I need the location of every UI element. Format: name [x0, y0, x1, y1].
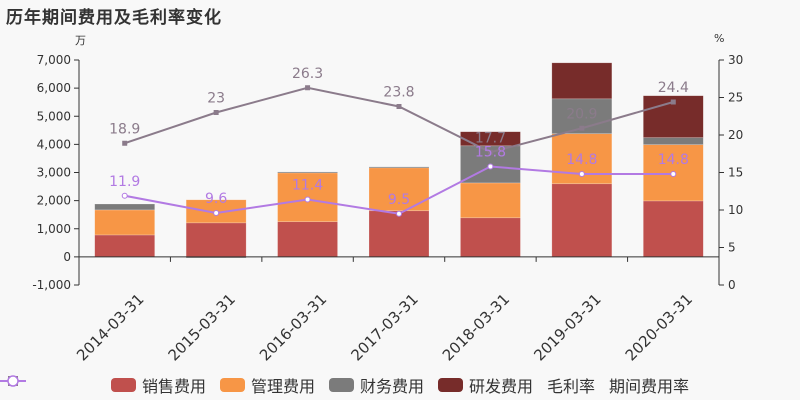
- legend-label: 研发费用: [469, 377, 534, 396]
- bar-segment-sales[interactable]: [368, 210, 430, 258]
- point-marker-circle[interactable]: [578, 171, 585, 177]
- legend-swatch-icon: [110, 378, 136, 392]
- data-label-expense_rate: 11.9: [109, 174, 140, 190]
- legend-line-circle-icon: [0, 375, 26, 387]
- data-label-expense_rate: 9.6: [205, 191, 227, 207]
- bar-segment-sales[interactable]: [642, 200, 704, 258]
- data-label-gross_margin: 17.7: [475, 130, 506, 146]
- y-tick-label: 3,000: [37, 166, 71, 180]
- bar-segment-sales[interactable]: [460, 217, 521, 258]
- bar-segment-finance[interactable]: [642, 137, 704, 145]
- bar-segment-sales[interactable]: [277, 221, 338, 258]
- legend-label: 管理费用: [250, 377, 315, 396]
- y2-tick-label: 25: [728, 91, 743, 105]
- point-marker-square[interactable]: [213, 110, 219, 115]
- point-marker-circle[interactable]: [396, 210, 402, 217]
- legend-item-rnd[interactable]: 研发费用: [438, 373, 533, 397]
- y2-tick-label: 10: [728, 203, 743, 217]
- bar-stack[interactable]: [94, 203, 156, 258]
- point-marker-square[interactable]: [579, 125, 585, 131]
- data-label-expense_rate: 11.4: [292, 178, 323, 194]
- data-label-gross_margin: 26.3: [292, 66, 323, 82]
- left-axis-unit: 万: [75, 34, 86, 47]
- legend-item-finance[interactable]: 财务费用: [328, 373, 424, 397]
- x-tick-label: 2014-03-31: [73, 290, 147, 364]
- point-marker-square[interactable]: [487, 149, 493, 155]
- y2-tick-label: 30: [728, 53, 743, 67]
- data-label-gross_margin: 24.4: [658, 80, 689, 96]
- legend-swatch-icon: [438, 378, 463, 392]
- y-tick-label: 7,000: [37, 53, 71, 67]
- y-tick-label: 2,000: [37, 194, 71, 208]
- point-marker-circle[interactable]: [304, 196, 311, 203]
- data-label-gross_margin: 23: [207, 91, 225, 107]
- y2-tick-label: 20: [728, 128, 743, 142]
- data-label-expense_rate: 14.8: [658, 152, 689, 168]
- x-tick-label: 2018-03-31: [439, 290, 513, 364]
- x-tick-label: 2016-03-31: [256, 290, 330, 364]
- point-marker-square[interactable]: [670, 99, 676, 105]
- bar-segment-admin[interactable]: [94, 209, 156, 236]
- point-marker-square[interactable]: [396, 104, 402, 109]
- data-label-expense_rate: 15.8: [475, 145, 506, 161]
- legend-item-gross_margin[interactable]: 毛利率: [0, 373, 596, 397]
- legend-label: 销售费用: [141, 377, 206, 396]
- point-marker-square[interactable]: [305, 85, 311, 91]
- legend-swatch-icon: [328, 378, 354, 392]
- data-label-gross_margin: 20.9: [566, 106, 597, 122]
- bar-segment-rnd[interactable]: [551, 62, 613, 100]
- bar-segment-sales[interactable]: [185, 222, 247, 258]
- bar-stack[interactable]: [277, 171, 338, 258]
- y2-tick-label: 15: [728, 166, 743, 180]
- y-tick-label: 6,000: [37, 81, 71, 95]
- chart-title: 历年期间费用及毛利率变化: [6, 8, 222, 28]
- y-tick-label: 1,000: [37, 222, 71, 236]
- bar-segment-rnd[interactable]: [460, 131, 521, 147]
- point-marker-circle[interactable]: [487, 163, 494, 170]
- data-label-gross_margin: 23.8: [383, 85, 414, 101]
- x-tick-label: 2017-03-31: [347, 290, 421, 364]
- right-axis-unit: %: [714, 32, 725, 45]
- y-tick-label: -1,000: [32, 278, 71, 292]
- bar-segment-admin[interactable]: [460, 182, 521, 219]
- legend-item-expense_rate[interactable]: 期间费用率: [0, 373, 690, 397]
- legend-label: 财务费用: [359, 377, 424, 396]
- legend-swatch-icon: [219, 378, 245, 392]
- legend-item-admin[interactable]: 管理费用: [219, 373, 315, 397]
- legend-label: 毛利率: [547, 377, 596, 396]
- data-label-expense_rate: 14.8: [566, 152, 597, 168]
- data-label-expense_rate: 9.5: [388, 192, 410, 208]
- bar-segment-finance[interactable]: [94, 203, 156, 211]
- legend-label: 期间费用率: [609, 377, 690, 396]
- y-tick-label: 4,000: [37, 137, 71, 151]
- x-tick-label: 2019-03-31: [530, 290, 604, 364]
- x-tick-label: 2020-03-31: [622, 290, 696, 364]
- legend-item-sales[interactable]: 销售费用: [110, 373, 206, 397]
- data-label-gross_margin: 18.9: [109, 121, 140, 137]
- bar-segment-finance[interactable]: [368, 166, 430, 169]
- bar-segment-sales[interactable]: [551, 183, 613, 258]
- point-marker-circle[interactable]: [121, 192, 128, 199]
- y2-tick-label: 0: [728, 278, 736, 292]
- x-tick-label: 2015-03-31: [165, 290, 239, 364]
- y-tick-label: 5,000: [37, 109, 71, 123]
- y2-tick-label: 5: [728, 241, 736, 255]
- y-tick-label: 0: [63, 250, 71, 264]
- bar-segment-finance[interactable]: [277, 171, 338, 174]
- point-marker-square[interactable]: [122, 140, 128, 146]
- point-marker-circle[interactable]: [213, 210, 220, 216]
- bar-segment-sales[interactable]: [94, 234, 156, 258]
- chart-legend: 销售费用 管理费用 财务费用 研发费用 毛利率 期间费用率: [0, 374, 800, 396]
- point-marker-circle[interactable]: [670, 171, 677, 177]
